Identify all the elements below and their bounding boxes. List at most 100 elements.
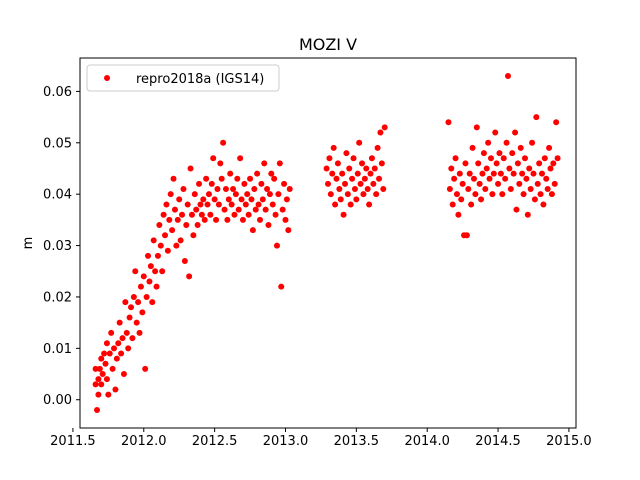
- data-point: [485, 139, 492, 146]
- data-point: [329, 170, 336, 177]
- data-point: [527, 186, 534, 193]
- data-point: [119, 335, 126, 342]
- data-point: [194, 222, 201, 229]
- data-point: [92, 381, 99, 388]
- legend-box: [86, 64, 280, 92]
- data-point: [343, 150, 350, 157]
- data-point: [118, 350, 125, 357]
- data-point: [153, 283, 160, 290]
- data-point: [180, 186, 187, 193]
- data-point: [478, 196, 485, 203]
- data-point: [191, 191, 198, 198]
- data-point: [152, 268, 159, 275]
- data-point: [264, 186, 271, 193]
- data-point: [146, 278, 153, 285]
- data-point: [353, 196, 360, 203]
- data-point: [523, 175, 530, 182]
- data-point: [259, 196, 266, 203]
- x-tick-label: 2012.0: [121, 434, 167, 449]
- data-point: [503, 139, 510, 146]
- data-point: [167, 191, 174, 198]
- y-tick-label: 0.02: [43, 290, 72, 305]
- data-point: [339, 170, 346, 177]
- data-point: [256, 216, 263, 223]
- data-point: [327, 191, 334, 198]
- data-point: [536, 160, 543, 167]
- data-point: [269, 201, 276, 208]
- data-point: [139, 309, 146, 316]
- data-point: [380, 186, 387, 193]
- data-point: [217, 160, 224, 167]
- data-point: [234, 175, 241, 182]
- data-point: [350, 155, 357, 162]
- data-point: [357, 180, 364, 187]
- data-point: [205, 191, 212, 198]
- data-point: [333, 175, 340, 182]
- data-point: [470, 175, 477, 182]
- data-point: [500, 155, 507, 162]
- data-point: [213, 216, 220, 223]
- legend-label: repro2018a (IGS14): [136, 72, 264, 87]
- data-point: [183, 222, 190, 229]
- data-point: [215, 201, 222, 208]
- data-point: [483, 165, 490, 172]
- data-point: [211, 196, 218, 203]
- data-point: [232, 191, 239, 198]
- data-point: [123, 329, 130, 336]
- data-point: [548, 191, 555, 198]
- data-point: [262, 206, 269, 213]
- data-point: [201, 216, 208, 223]
- data-point: [273, 242, 280, 249]
- data-point: [143, 293, 150, 300]
- data-point: [363, 165, 370, 172]
- y-tick-label: 0.04: [43, 188, 72, 203]
- data-point: [237, 155, 244, 162]
- data-point: [281, 180, 288, 187]
- data-point: [370, 180, 377, 187]
- data-point: [120, 371, 127, 378]
- data-point: [106, 350, 113, 357]
- data-point: [98, 355, 105, 362]
- data-point: [529, 139, 536, 146]
- data-point: [346, 165, 353, 172]
- x-tick-label: 2014.0: [404, 434, 450, 449]
- data-point: [364, 186, 371, 193]
- data-point: [490, 170, 497, 177]
- data-point: [547, 165, 554, 172]
- data-point: [514, 160, 521, 167]
- data-point: [496, 150, 503, 157]
- data-point: [349, 175, 356, 182]
- data-point: [336, 186, 343, 193]
- chart-title: MOZI V: [299, 35, 357, 54]
- data-point: [275, 191, 282, 198]
- data-point: [265, 222, 272, 229]
- data-point: [519, 170, 526, 177]
- data-point: [540, 201, 547, 208]
- data-point: [506, 165, 513, 172]
- data-point: [541, 155, 548, 162]
- data-point: [469, 144, 476, 151]
- data-point: [142, 365, 149, 372]
- data-point: [113, 355, 120, 362]
- data-point: [166, 216, 173, 223]
- data-point: [258, 180, 265, 187]
- data-point: [458, 196, 465, 203]
- data-point: [140, 273, 147, 280]
- data-point: [132, 268, 139, 275]
- data-point: [344, 191, 351, 198]
- data-point: [94, 407, 101, 414]
- data-point: [530, 170, 537, 177]
- data-point: [495, 180, 502, 187]
- data-point: [193, 206, 200, 213]
- data-point: [473, 124, 480, 131]
- data-point: [520, 191, 527, 198]
- data-point: [154, 252, 161, 259]
- legend-marker: [104, 75, 110, 81]
- data-point: [551, 180, 558, 187]
- data-point: [208, 180, 215, 187]
- data-point: [228, 201, 235, 208]
- data-point: [238, 196, 245, 203]
- data-point: [162, 232, 169, 239]
- data-point: [111, 345, 118, 352]
